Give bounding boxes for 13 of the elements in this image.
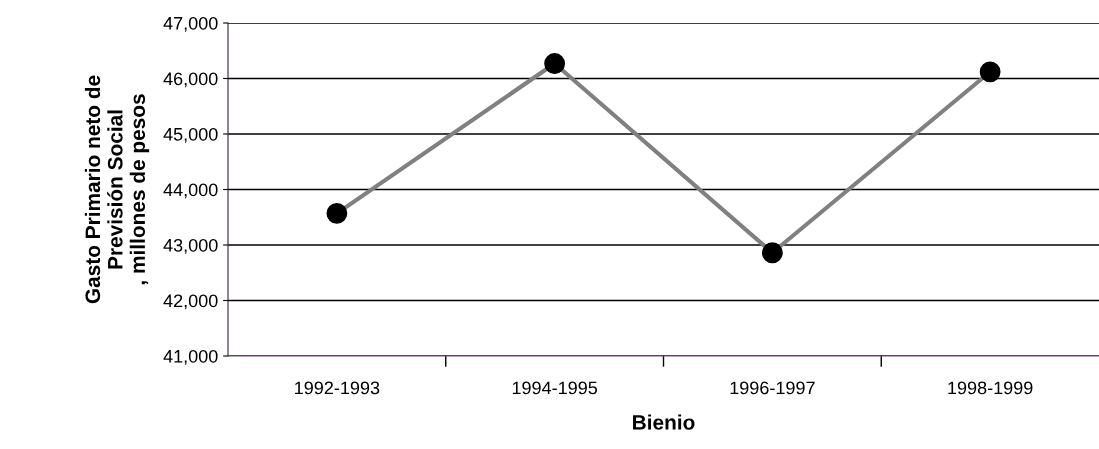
x-axis-title: Bienio [633, 414, 695, 430]
x-tick-label: 1992-1993 [295, 381, 380, 395]
y-tick-label: 42,000 [163, 294, 218, 310]
y-tick-label: 41,000 [163, 349, 218, 365]
x-tick-label: 1996-1997 [730, 381, 815, 395]
y-axis-title: Gasto Primario neto de Previsión Social , millones de pesos [84, 75, 150, 304]
x-tick-label: 1994-1995 [512, 381, 598, 395]
y-tick-label: 43,000 [163, 238, 218, 254]
x-tick-label: 1998-1999 [948, 381, 1033, 395]
y-tick-label: 45,000 [163, 127, 218, 143]
y-tick-label: 46,000 [163, 72, 218, 88]
y-tick-label: 44,000 [163, 183, 218, 199]
y-tick-label: 47,000 [163, 16, 218, 32]
